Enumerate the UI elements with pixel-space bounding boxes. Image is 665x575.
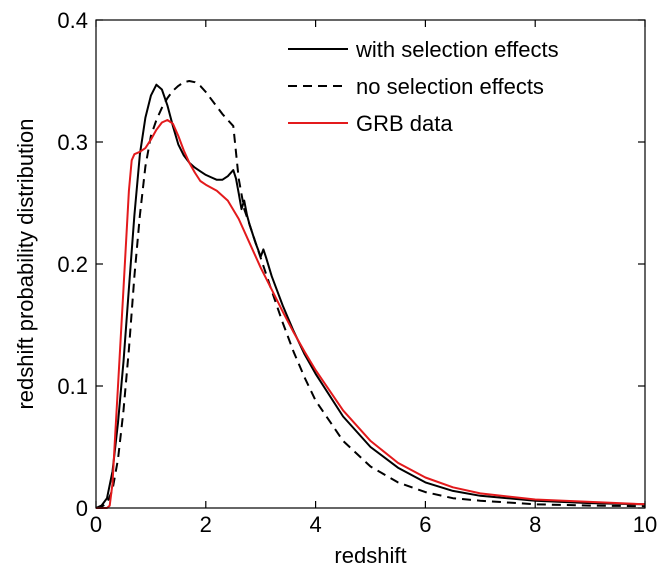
x-tick-label: 2 xyxy=(200,512,212,537)
series-line-0 xyxy=(95,83,646,509)
y-tick-label: 0.2 xyxy=(57,252,88,277)
legend-label: GRB data xyxy=(356,111,453,136)
y-axis-label: redshift probability distribution xyxy=(13,118,38,409)
x-tick-label: 4 xyxy=(309,512,321,537)
y-tick-label: 0.3 xyxy=(57,130,88,155)
x-axis-label: redshift xyxy=(334,543,406,568)
ticks: 0 2 4 6 8 10 0 0.1 0.2 0.3 0.4 xyxy=(57,8,657,537)
x-tick-label: 10 xyxy=(633,512,657,537)
x-tick-label: 8 xyxy=(529,512,541,537)
x-tick-label: 0 xyxy=(90,512,102,537)
plot-lines xyxy=(95,80,646,509)
y-tick-label: 0 xyxy=(76,496,88,521)
legend-label: no selection effects xyxy=(356,74,544,99)
series-line-2 xyxy=(96,119,646,509)
y-tick-label: 0.1 xyxy=(57,374,88,399)
legend-label: with selection effects xyxy=(355,37,559,62)
x-tick-label: 6 xyxy=(419,512,431,537)
legend: with selection effects no selection effec… xyxy=(288,37,559,136)
series-line-1 xyxy=(95,80,646,509)
y-tick-label: 0.4 xyxy=(57,8,88,33)
